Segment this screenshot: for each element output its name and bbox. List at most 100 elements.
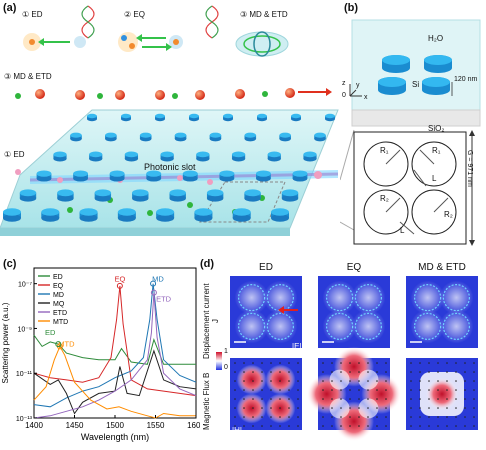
vector-dot (252, 362, 254, 364)
vector-dot (279, 407, 281, 409)
si-disk-top (156, 208, 175, 216)
panel-c: 1400 1450 1500 1550 1600 10⁻¹³ 10⁻¹¹ 10⁻⁹ 10⁻⁷ Wa… (0, 260, 205, 445)
y-tick-label: 10⁻¹¹ (16, 371, 33, 378)
vector-dot (358, 371, 360, 373)
si-disk-top (132, 189, 149, 197)
vector-dot (385, 389, 387, 391)
si-disk-base (174, 136, 187, 142)
vector-dot (428, 371, 430, 373)
field-hotspot (426, 378, 458, 410)
mode-label-ed: ① ED (22, 10, 43, 19)
vector-dot (322, 416, 324, 418)
panel-a: ① ED ② EQ ③ MD & ETD ③ MD & ETD ① ED Pho… (0, 0, 340, 256)
vector-dot (349, 398, 351, 400)
panel-d: ED EQ MD & ETD Displacement current J Ma… (200, 262, 486, 445)
vector-dot (410, 371, 412, 373)
si-disk-base (79, 214, 98, 222)
si-disk-top (57, 189, 74, 197)
si-disk-top (244, 189, 261, 197)
vector-dot (234, 380, 236, 382)
field-lobe (234, 280, 269, 315)
vector-dot (297, 389, 299, 391)
si-disk-base (244, 194, 261, 202)
si-disk-top (325, 113, 335, 119)
vector-dot (234, 371, 236, 373)
vector-dot (376, 407, 378, 409)
current-loop (266, 312, 295, 341)
vector-dot (331, 398, 333, 400)
si-disk-top (174, 132, 187, 138)
radius-label-1: R₁ (380, 146, 389, 155)
panel-label-c: (c) (3, 258, 17, 270)
vector-dot (358, 398, 360, 400)
si-disk-top (73, 170, 88, 177)
vector-dot (473, 380, 475, 382)
vector-dot (270, 380, 272, 382)
chart-annotation: MTD (58, 339, 75, 348)
vector-dot (358, 407, 360, 409)
si-disk-base (89, 155, 103, 162)
si-label: Si (412, 80, 420, 89)
si-disk-base (139, 136, 152, 142)
vector-dot (410, 380, 412, 382)
vector-dot (297, 362, 299, 364)
si-disk-base (244, 136, 257, 142)
vector-dot (455, 416, 457, 418)
series-etd (33, 292, 197, 419)
chart-annotation: ETD (156, 295, 172, 304)
si-disk-base (132, 194, 149, 202)
vector-dot (455, 398, 457, 400)
vector-dot (261, 398, 263, 400)
vector-dot (288, 380, 290, 382)
vector-dot (446, 389, 448, 391)
vector-dot (446, 362, 448, 364)
vector-dot (288, 371, 290, 373)
vector-dot (410, 407, 412, 409)
colorbar-max: 1 (224, 348, 228, 355)
vector-dot (410, 362, 412, 364)
radius-label-4: R₂ (444, 210, 453, 219)
vector-dot (367, 425, 369, 427)
legend-entry: ETD (53, 310, 67, 317)
vector-dot (279, 425, 281, 427)
vector-dot (322, 389, 324, 391)
si-disk-top (89, 151, 103, 158)
vector-dot (270, 407, 272, 409)
vector-dot (331, 380, 333, 382)
mode-label-md-etd: ③ MD & ETD (240, 10, 288, 19)
field-lobe (322, 280, 357, 315)
si-disk-top (169, 189, 186, 197)
si-disk-top (3, 208, 21, 216)
vector-dot (367, 371, 369, 373)
vector-dot (385, 380, 387, 382)
vector-dot (376, 425, 378, 427)
si-disk-top (53, 151, 67, 158)
vector-dot (428, 407, 430, 409)
vector-dot (437, 362, 439, 364)
si-disk-base (36, 175, 52, 182)
vector-dot (340, 371, 342, 373)
x-tick-label: 1400 (25, 421, 43, 430)
vector-dot (446, 407, 448, 409)
vector-dot (419, 416, 421, 418)
si-disk-base (182, 175, 198, 182)
si-disk-top (189, 113, 199, 119)
vector-dot (340, 362, 342, 364)
si-disk-base (3, 214, 21, 222)
vector-dot (419, 371, 421, 373)
vector-dot (437, 416, 439, 418)
field-lobe (358, 369, 379, 390)
vector-dot (358, 380, 360, 382)
vector-dot (279, 380, 281, 382)
vector-dot (446, 371, 448, 373)
current-loop (266, 283, 295, 312)
vector-dot (446, 380, 448, 382)
panel-label-b: (b) (344, 2, 359, 14)
panel-label-d: (d) (200, 258, 215, 270)
vector-dot (340, 380, 342, 382)
peak-marker (116, 282, 123, 289)
vector-dot (270, 425, 272, 427)
row-label-ed: ① ED (4, 150, 25, 159)
vector-dot (455, 380, 457, 382)
field-lobe (351, 309, 386, 344)
